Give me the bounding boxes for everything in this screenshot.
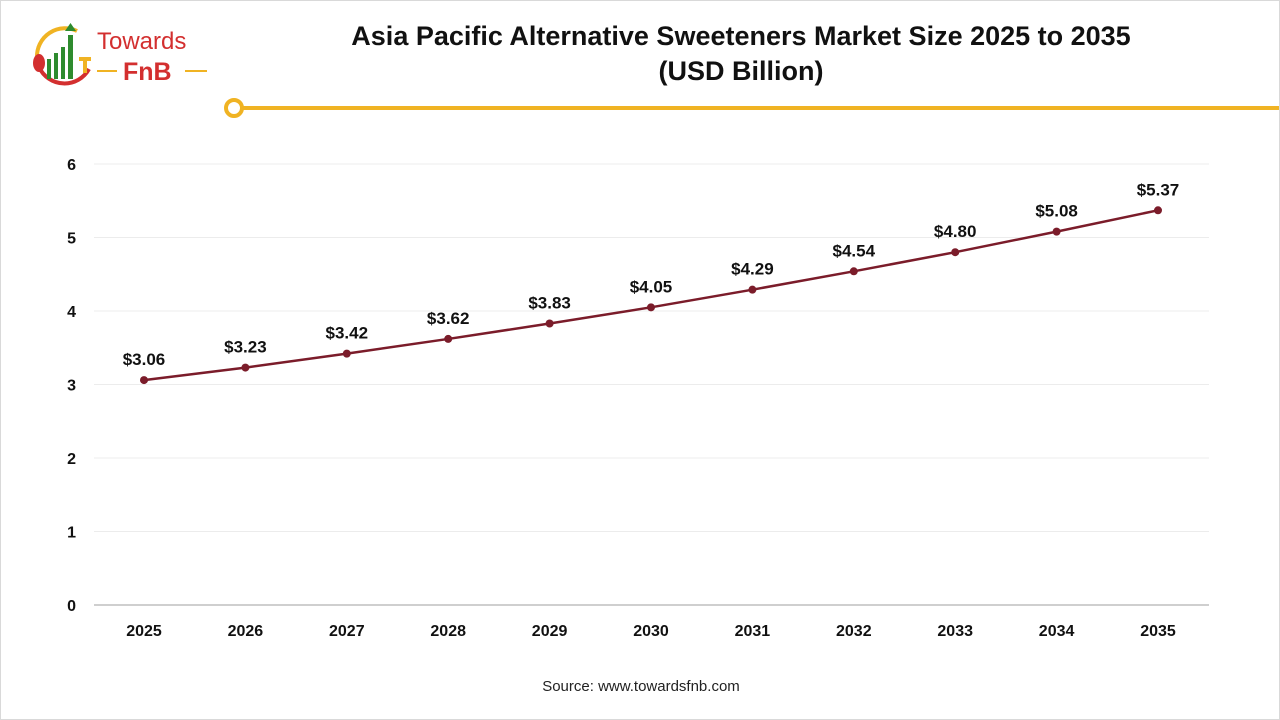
y-tick-label: 5 [67, 231, 76, 248]
title-line-2: (USD Billion) [658, 56, 824, 86]
data-point [1052, 227, 1061, 236]
logo-text-top: Towards [97, 28, 186, 55]
x-tick-label: 2025 [126, 623, 162, 640]
x-tick-label: 2035 [1140, 623, 1176, 640]
y-tick-label: 0 [67, 598, 76, 615]
x-tick-label: 2034 [1039, 623, 1075, 640]
data-label: $5.37 [1137, 180, 1180, 199]
header-accent-dot [224, 98, 244, 118]
x-tick-label: 2027 [329, 623, 365, 640]
data-label: $4.29 [731, 260, 774, 279]
title-line-1: Asia Pacific Alternative Sweeteners Mark… [351, 21, 1131, 51]
towards-fnb-logo: Towards FnB [33, 23, 207, 86]
data-point [647, 303, 655, 312]
chart-title: Asia Pacific Alternative Sweeteners Mark… [271, 19, 1211, 89]
data-label: $3.42 [326, 324, 369, 343]
x-tick-label: 2028 [430, 623, 466, 640]
data-label: $3.23 [224, 338, 267, 357]
data-label: $4.05 [630, 277, 673, 296]
data-point [342, 349, 351, 358]
data-point [444, 334, 453, 343]
data-point [545, 319, 554, 328]
data-label: $4.54 [833, 241, 876, 260]
data-label: $5.08 [1035, 202, 1078, 221]
y-tick-label: 6 [67, 157, 76, 174]
data-label: $4.80 [934, 222, 977, 241]
logo-text-bottom: FnB [123, 58, 172, 86]
data-label: $3.83 [528, 293, 571, 312]
x-tick-label: 2029 [532, 623, 568, 640]
data-point [951, 248, 960, 257]
x-tick-label: 2026 [228, 623, 264, 640]
data-point [241, 363, 250, 372]
y-tick-label: 4 [67, 304, 76, 321]
data-point [1154, 206, 1162, 215]
source-note: Source: www.towardsfnb.com [542, 678, 740, 695]
x-tick-label: 2030 [633, 623, 669, 640]
data-point [140, 376, 148, 385]
data-point [849, 267, 858, 276]
x-tick-label: 2031 [735, 623, 771, 640]
x-tick-label: 2033 [937, 623, 973, 640]
y-tick-label: 3 [67, 378, 76, 395]
data-label: $3.06 [123, 350, 166, 369]
data-label: $3.62 [427, 309, 470, 328]
data-point [748, 285, 757, 294]
y-tick-label: 1 [67, 525, 76, 542]
y-tick-label: 2 [67, 451, 76, 468]
x-tick-label: 2032 [836, 623, 872, 640]
